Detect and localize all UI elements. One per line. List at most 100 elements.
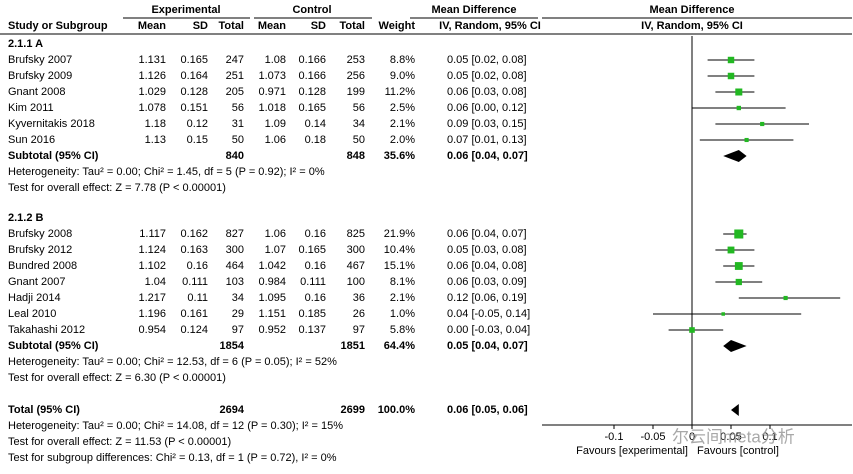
diamond [731, 404, 739, 416]
cell: 1.018 [258, 102, 286, 114]
total-cell: 1851 [341, 340, 365, 352]
total-cell: 2694 [220, 404, 245, 416]
cell: 251 [226, 70, 244, 82]
header: Mean [258, 20, 286, 32]
study-marker [734, 229, 744, 239]
cell: 300 [226, 244, 244, 256]
x-tick-label: 0.05 [720, 431, 741, 443]
cell: 253 [347, 54, 365, 66]
cell: 0.128 [298, 86, 326, 98]
study-marker [727, 56, 735, 64]
summary-label: Subtotal (95% CI) [8, 150, 99, 162]
cell: 0.162 [180, 228, 208, 240]
cell: 11.2% [385, 86, 416, 98]
cell: 1.102 [138, 260, 166, 272]
ci-cell: 0.06 [0.04, 0.07] [447, 228, 527, 240]
study-name: Brufsky 2009 [8, 70, 72, 82]
cell: 56 [353, 102, 365, 114]
cell: 1.06 [265, 228, 286, 240]
cell: 1.124 [138, 244, 166, 256]
cell: 0.111 [182, 276, 208, 288]
cell: 0.165 [298, 244, 326, 256]
study-name: Brufsky 2007 [8, 54, 72, 66]
ci-cell: 0.06 [0.04, 0.08] [447, 260, 527, 272]
header: Experimental [151, 4, 220, 16]
weight-cell: 35.6% [384, 150, 415, 162]
cell: 29 [232, 308, 244, 320]
cell: 1.217 [138, 292, 166, 304]
study-marker [727, 246, 735, 254]
study-name: Kyvernitakis 2018 [8, 118, 95, 130]
cell: 0.971 [258, 86, 286, 98]
header: Mean Difference [650, 4, 735, 16]
cell: 247 [226, 54, 244, 66]
study-marker [721, 312, 725, 316]
header: Total [340, 20, 365, 32]
cell: 50 [353, 134, 365, 146]
study-marker [760, 121, 765, 127]
heterogeneity: Heterogeneity: Tau² = 0.00; Chi² = 14.08… [8, 420, 343, 432]
group-label: 2.1.2 B [8, 212, 44, 224]
study-name: Brufsky 2008 [8, 228, 72, 240]
study-name: Leal 2010 [8, 308, 56, 320]
cell: 1.06 [265, 134, 286, 146]
cell: 0.164 [180, 70, 208, 82]
weight-cell: 64.4% [384, 340, 415, 352]
ci-cell: 0.12 [0.06, 0.19] [447, 292, 527, 304]
cell: 300 [347, 244, 365, 256]
cell: 0.165 [180, 54, 208, 66]
ci-cell: 0.06 [0.04, 0.07] [447, 150, 528, 162]
ci-cell: 0.05 [0.04, 0.07] [447, 340, 528, 352]
cell: 1.13 [145, 134, 166, 146]
cell: 0.161 [180, 308, 208, 320]
study-name: Kim 2011 [8, 102, 54, 114]
cell: 0.128 [180, 86, 208, 98]
study-name: Hadji 2014 [8, 292, 61, 304]
cell: 0.16 [305, 228, 326, 240]
total-cell: 840 [226, 150, 244, 162]
total-cell: 2699 [341, 404, 365, 416]
cell: 2.5% [390, 102, 415, 114]
study-name: Bundred 2008 [8, 260, 77, 272]
cell: 1.126 [138, 70, 166, 82]
study-name: Gnant 2008 [8, 86, 66, 98]
cell: 1.18 [145, 118, 166, 130]
cell: 0.954 [138, 324, 166, 336]
heterogeneity: Heterogeneity: Tau² = 0.00; Chi² = 12.53… [8, 356, 337, 368]
cell: 0.18 [305, 134, 326, 146]
cell: 1.095 [258, 292, 286, 304]
cell: 0.165 [298, 102, 326, 114]
favours-label: Favours [experimental] [576, 445, 688, 457]
overall-test: Test for overall effect: Z = 6.30 (P < 0… [8, 372, 226, 384]
cell: 97 [353, 324, 365, 336]
cell: 467 [347, 260, 365, 272]
cell: 0.111 [300, 276, 326, 288]
cell: 0.16 [305, 292, 326, 304]
cell: 825 [347, 228, 365, 240]
ci-cell: 0.09 [0.03, 0.15] [447, 118, 527, 130]
cell: 56 [232, 102, 244, 114]
x-tick-label: 0.1 [762, 431, 777, 443]
cell: 100 [347, 276, 365, 288]
header: IV, Random, 95% CI [439, 20, 541, 32]
header: Control [292, 4, 331, 16]
header: Weight [379, 20, 416, 32]
cell: 36 [353, 292, 365, 304]
cell: 34 [353, 118, 365, 130]
cell: 0.163 [180, 244, 208, 256]
cell: 15.1% [384, 260, 415, 272]
x-tick-label: -0.05 [640, 431, 665, 443]
cell: 1.196 [138, 308, 166, 320]
cell: 2.1% [390, 292, 415, 304]
cell: 1.029 [138, 86, 166, 98]
cell: 464 [226, 260, 244, 272]
cell: 103 [226, 276, 244, 288]
cell: 1.073 [258, 70, 286, 82]
cell: 10.4% [384, 244, 415, 256]
cell: 256 [347, 70, 365, 82]
cell: 1.07 [265, 244, 286, 256]
group-label: 2.1.1 A [8, 38, 43, 50]
ci-cell: 0.06 [0.03, 0.08] [447, 86, 527, 98]
cell: 2.1% [390, 118, 415, 130]
cell: 1.04 [145, 276, 166, 288]
